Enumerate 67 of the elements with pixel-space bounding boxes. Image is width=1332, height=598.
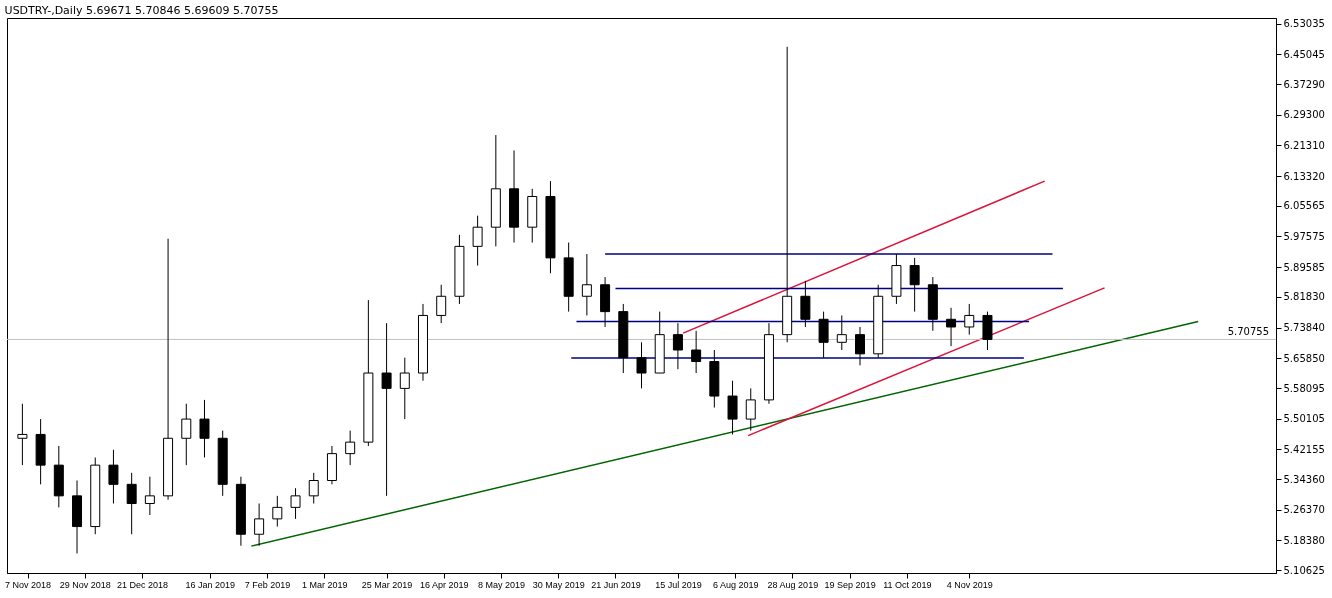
y-tick-label: 5.10625	[1283, 564, 1325, 576]
candlestick	[581, 253, 592, 316]
candlestick	[800, 280, 811, 328]
candlestick	[855, 326, 865, 366]
candlestick	[254, 503, 265, 547]
x-tick-label: 8 May 2019	[478, 579, 526, 590]
x-tick-label: 16 Apr 2019	[420, 579, 469, 590]
candlestick	[909, 257, 920, 313]
x-tick-label: 28 Aug 2019	[767, 579, 819, 590]
chart-title: USDTRY-,Daily 5.69671 5.70846 5.69609 5.70755	[4, 4, 279, 17]
y-tick-label: 5.50105	[1283, 413, 1325, 425]
candlestick	[181, 403, 192, 466]
y-tick-label: 5.89585	[1283, 261, 1325, 273]
y-tick-label: 5.65850	[1283, 352, 1325, 364]
candlestick	[691, 330, 702, 374]
candlestick	[836, 314, 847, 351]
candlestick	[964, 303, 975, 336]
y-tick-label: 6.05565	[1283, 200, 1325, 212]
y-tick-label: 6.45045	[1283, 48, 1325, 60]
candlestick	[381, 322, 392, 497]
candlestick	[472, 215, 483, 267]
x-tick-label: 11 Oct 2019	[883, 579, 932, 590]
candlestick	[144, 476, 155, 516]
y-tick-label: 6.53035	[1283, 18, 1325, 30]
y-tick-label: 6.29300	[1283, 109, 1325, 121]
y-tick-label: 5.34360	[1283, 473, 1325, 485]
candlestick	[126, 472, 137, 535]
x-tick-label: 29 Nov 2018	[59, 579, 111, 590]
candlestick	[399, 357, 410, 420]
candlestick	[199, 399, 210, 458]
x-tick-label: 19 Sep 2019	[824, 579, 876, 590]
y-tick-label: 5.97575	[1283, 230, 1325, 242]
x-tick-label: 21 Jun 2019	[591, 579, 641, 590]
candlestick	[436, 284, 447, 324]
x-tick-label: 21 Dec 2018	[117, 579, 169, 590]
candlestick	[308, 472, 319, 505]
x-tick-label: 30 May 2019	[532, 579, 585, 590]
candlestick	[946, 307, 957, 347]
x-tick-label: 16 Jan 2019	[185, 579, 235, 590]
x-tick-label: 4 Nov 2019	[946, 579, 993, 590]
x-tick-label: 25 Mar 2019	[361, 579, 413, 590]
candlestick	[17, 403, 28, 466]
candlestick	[345, 430, 356, 466]
x-tick-label: 15 Jul 2019	[655, 579, 702, 590]
x-tick-label: 7 Nov 2018	[5, 579, 52, 590]
y-tick-label: 6.37290	[1283, 78, 1325, 90]
y-tick-label: 5.18380	[1283, 534, 1325, 546]
y-tick-label: 6.21310	[1283, 139, 1325, 151]
y-tick-label: 5.73840	[1283, 322, 1325, 334]
candlestick	[818, 311, 829, 359]
y-tick-label: 5.81830	[1283, 291, 1325, 303]
x-tick-label: 7 Feb 2019	[244, 579, 291, 590]
candlestick	[727, 380, 738, 435]
y-tick-label: 5.58095	[1283, 382, 1325, 394]
ref-line-label: 5.70755	[1227, 326, 1269, 338]
x-tick-label: 6 Aug 2019	[712, 579, 759, 590]
candlestick	[672, 322, 683, 370]
candlestick	[290, 487, 301, 520]
candlestick	[272, 495, 283, 528]
y-tick-label: 6.13320	[1283, 170, 1325, 182]
y-tick-label: 5.42155	[1283, 443, 1325, 455]
candlestick	[108, 449, 119, 505]
y-tick-label: 5.26370	[1283, 504, 1325, 516]
candlestick	[636, 341, 647, 389]
candlestick	[982, 311, 993, 351]
candlestick	[745, 387, 756, 432]
x-tick-label: 1 Mar 2019	[301, 579, 348, 590]
